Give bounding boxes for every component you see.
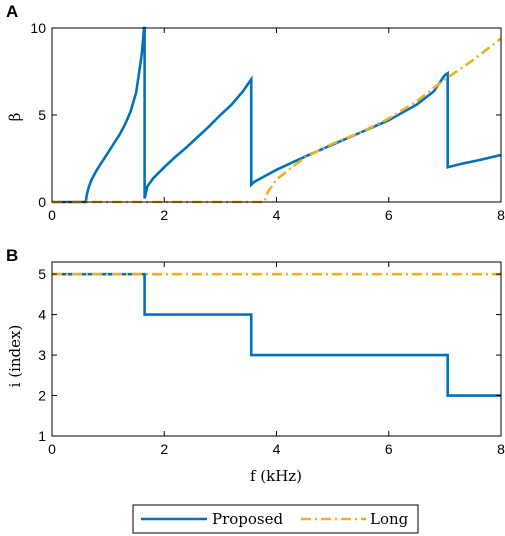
panel-b-chart: 0 2 4 6 8 1 2 3 4 5 <box>38 261 505 457</box>
x-tick-label: 4 <box>273 441 281 457</box>
panel-a-chart: 0 2 4 6 8 0 5 10 <box>30 20 505 223</box>
y-tick-label: 4 <box>38 307 46 323</box>
y-tick-label: 5 <box>38 266 46 282</box>
y-tick-label: 5 <box>38 107 46 123</box>
x-tick-label: 8 <box>497 441 505 457</box>
series-line-proposed <box>52 272 501 397</box>
panel-b-xlabel: f (kHz) <box>250 467 302 485</box>
legend-proposed-label: Proposed <box>212 510 284 528</box>
x-tick-label: 6 <box>385 441 393 457</box>
panel-a-ylabel: β <box>6 113 24 122</box>
x-tick-label: 2 <box>160 207 168 223</box>
y-tick-label: 1 <box>38 428 46 444</box>
x-tick-label: 4 <box>273 207 281 223</box>
series-line-proposed <box>52 26 502 204</box>
x-tick-label: 2 <box>160 441 168 457</box>
legend-long-label: Long <box>370 510 409 528</box>
x-tick-label: 0 <box>48 441 56 457</box>
y-tick-label: 0 <box>38 194 46 210</box>
x-tick-label: 0 <box>48 207 56 223</box>
legend: Proposed Long <box>132 504 419 534</box>
panel-label-a: A <box>6 2 18 21</box>
x-tick-label: 8 <box>497 207 505 223</box>
y-tick-label: 3 <box>38 347 46 363</box>
y-tick-label: 10 <box>30 20 46 36</box>
panel-label-b: B <box>6 246 18 265</box>
x-tick-label: 6 <box>385 207 393 223</box>
series-line-long <box>52 37 502 204</box>
panel-b-ylabel: i (index) <box>6 325 24 388</box>
axes-frame <box>51 27 502 203</box>
y-tick-label: 2 <box>38 388 46 404</box>
axes-frame <box>51 261 502 437</box>
